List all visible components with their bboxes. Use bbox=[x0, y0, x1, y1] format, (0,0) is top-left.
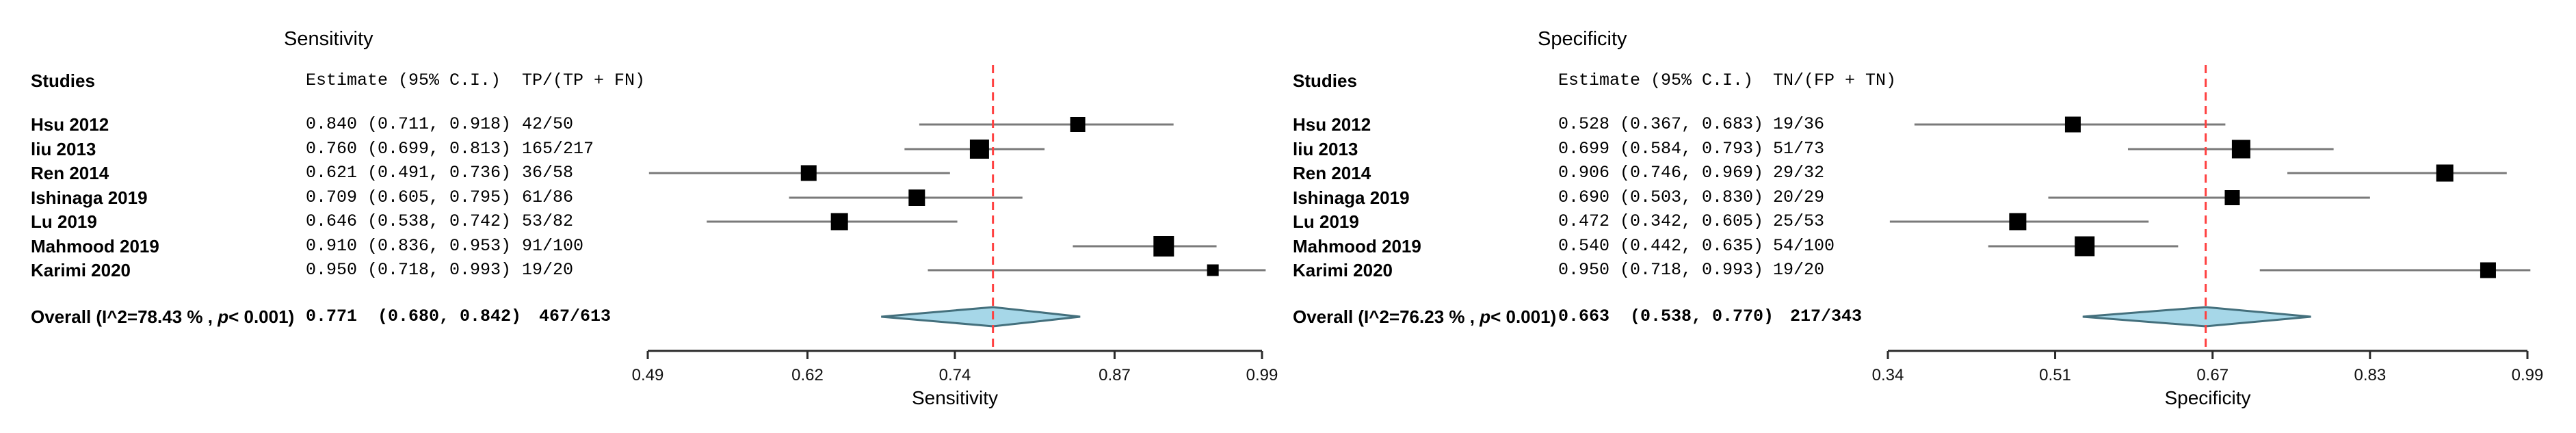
estimate-square bbox=[969, 140, 989, 159]
x-axis-tick-label: 0.51 bbox=[2039, 366, 2071, 384]
study-estimate: 0.906 (0.746, 0.969) bbox=[1558, 163, 1764, 183]
count-column-header: TN/(FP + TN) bbox=[1773, 70, 1897, 90]
study-name: Hsu 2012 bbox=[1293, 114, 1371, 135]
study-name: Karimi 2020 bbox=[31, 260, 131, 280]
studies-column-header: Studies bbox=[1293, 70, 1357, 91]
estimate-square bbox=[2480, 262, 2496, 278]
study-estimate: 0.950 (0.718, 0.993) bbox=[1558, 260, 1764, 280]
study-name: Lu 2019 bbox=[31, 211, 97, 232]
study-estimate: 0.840 (0.711, 0.918) bbox=[306, 114, 512, 134]
study-name: Ren 2014 bbox=[31, 163, 109, 183]
study-count: 36/58 bbox=[522, 163, 574, 183]
study-estimate: 0.621 (0.491, 0.736) bbox=[306, 163, 512, 183]
x-axis-tick-label: 0.67 bbox=[2196, 366, 2229, 384]
estimate-column-header: Estimate (95% C.I.) bbox=[1558, 70, 1754, 90]
estimate-square bbox=[2224, 190, 2240, 205]
estimate-square bbox=[830, 213, 848, 231]
study-count: 53/82 bbox=[522, 211, 574, 231]
study-name: Ishinaga 2019 bbox=[1293, 187, 1410, 208]
study-name: Mahmood 2019 bbox=[1293, 236, 1421, 257]
x-axis-tick-label: 0.74 bbox=[939, 366, 971, 384]
study-name: liu 2013 bbox=[1293, 139, 1358, 159]
estimate-square bbox=[2009, 213, 2027, 231]
study-estimate: 0.950 (0.718, 0.993) bbox=[306, 260, 512, 280]
study-count: 54/100 bbox=[1773, 236, 1835, 256]
studies-column-header: Studies bbox=[31, 70, 95, 91]
study-count: 91/100 bbox=[522, 236, 584, 256]
overall-p-italic: p bbox=[218, 306, 229, 327]
study-count: 29/32 bbox=[1773, 163, 1825, 183]
study-estimate: 0.540 (0.442, 0.635) bbox=[1558, 236, 1764, 256]
estimate-square bbox=[1153, 236, 1174, 257]
x-axis-title: Specificity bbox=[2164, 387, 2250, 408]
estimate-square bbox=[2075, 236, 2095, 257]
x-axis-tick-label: 0.34 bbox=[1872, 366, 1904, 384]
overall-estimate: 0.771 (0.680, 0.842) bbox=[306, 306, 522, 326]
study-count: 165/217 bbox=[522, 139, 594, 159]
x-axis-tick-label: 0.87 bbox=[1099, 366, 1131, 384]
study-estimate: 0.760 (0.699, 0.813) bbox=[306, 139, 512, 159]
overall-estimate: 0.663 (0.538, 0.770) bbox=[1558, 306, 1774, 326]
overall-p-value: < 0.001) bbox=[1490, 306, 1557, 327]
estimate-column-header: Estimate (95% C.I.) bbox=[306, 70, 501, 90]
study-estimate: 0.646 (0.538, 0.742) bbox=[306, 211, 512, 231]
overall-diamond bbox=[881, 306, 1081, 328]
overall-row-label: Overall (I^2=78.43 % , p< 0.001) bbox=[31, 306, 294, 327]
overall-label-prefix: Overall (I^2=76.23 % , bbox=[1293, 306, 1480, 327]
estimate-square bbox=[908, 189, 925, 206]
overall-count: 217/343 bbox=[1790, 306, 1863, 326]
study-estimate: 0.528 (0.367, 0.683) bbox=[1558, 114, 1764, 134]
overall-p-value: < 0.001) bbox=[228, 306, 295, 327]
study-count: 61/86 bbox=[522, 187, 574, 207]
study-name: Karimi 2020 bbox=[1293, 260, 1393, 280]
study-count: 19/36 bbox=[1773, 114, 1825, 134]
estimate-square bbox=[800, 165, 817, 181]
x-axis-tick-label: 0.99 bbox=[2512, 366, 2544, 384]
estimate-square bbox=[2436, 164, 2454, 182]
study-estimate: 0.910 (0.836, 0.953) bbox=[306, 236, 512, 256]
study-name: Hsu 2012 bbox=[31, 114, 109, 135]
study-count: 19/20 bbox=[522, 260, 574, 280]
x-axis-tick-label: 0.83 bbox=[2354, 366, 2386, 384]
study-estimate: 0.709 (0.605, 0.795) bbox=[306, 187, 512, 207]
panel-title: Sensitivity bbox=[284, 28, 373, 50]
study-name: Lu 2019 bbox=[1293, 211, 1359, 232]
overall-p-italic: p bbox=[1480, 306, 1491, 327]
panel-title: Specificity bbox=[1538, 28, 1627, 50]
count-column-header: TP/(TP + FN) bbox=[522, 70, 646, 90]
estimate-square bbox=[1070, 117, 1086, 132]
estimate-square bbox=[1207, 264, 1219, 276]
x-axis-tick-label: 0.99 bbox=[1246, 366, 1278, 384]
study-estimate: 0.699 (0.584, 0.793) bbox=[1558, 139, 1764, 159]
study-count: 25/53 bbox=[1773, 211, 1825, 231]
x-axis-title: Sensitivity bbox=[912, 387, 998, 408]
study-count: 51/73 bbox=[1773, 139, 1825, 159]
x-axis-tick-label: 0.62 bbox=[791, 366, 824, 384]
study-name: Ishinaga 2019 bbox=[31, 187, 148, 208]
overall-count: 467/613 bbox=[539, 306, 612, 326]
estimate-square bbox=[2231, 140, 2250, 159]
overall-row-label: Overall (I^2=76.23 % , p< 0.001) bbox=[1293, 306, 1556, 327]
study-name: Mahmood 2019 bbox=[31, 236, 159, 257]
study-name: Ren 2014 bbox=[1293, 163, 1371, 183]
overall-label-prefix: Overall (I^2=78.43 % , bbox=[31, 306, 218, 327]
study-estimate: 0.690 (0.503, 0.830) bbox=[1558, 187, 1764, 207]
study-count: 20/29 bbox=[1773, 187, 1825, 207]
study-count: 42/50 bbox=[522, 114, 574, 134]
estimate-square bbox=[2064, 116, 2081, 133]
x-axis-tick-label: 0.49 bbox=[632, 366, 664, 384]
study-name: liu 2013 bbox=[31, 139, 96, 159]
overall-diamond bbox=[2082, 306, 2311, 328]
study-estimate: 0.472 (0.342, 0.605) bbox=[1558, 211, 1764, 231]
study-count: 19/20 bbox=[1773, 260, 1825, 280]
